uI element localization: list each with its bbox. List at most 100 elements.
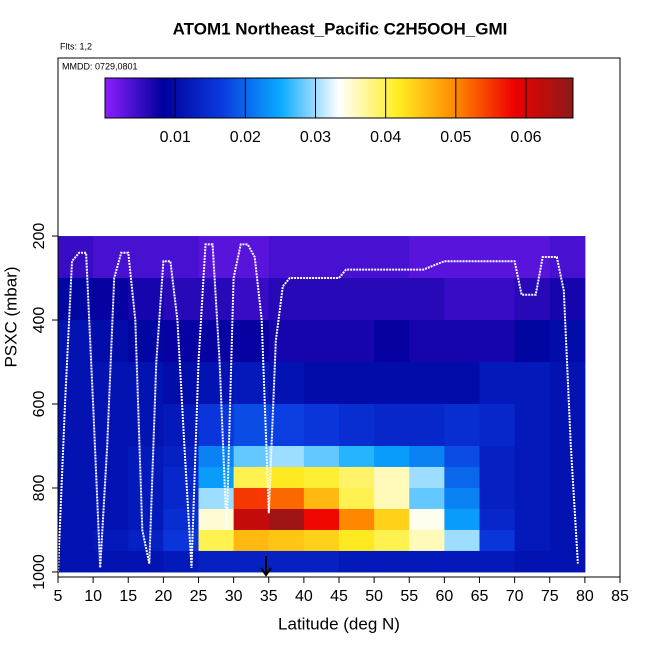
- heat-cell: [374, 550, 410, 573]
- arrow: [260, 556, 272, 577]
- heat-cell: [479, 487, 516, 510]
- heat-cell: [233, 404, 270, 447]
- colorbar-tick-label: 0.01: [160, 129, 191, 146]
- heat-cell: [479, 466, 516, 489]
- heat-cell: [58, 508, 94, 531]
- heat-cell: [93, 550, 129, 573]
- heat-cell: [58, 466, 94, 489]
- heat-cell: [479, 320, 516, 363]
- heat-cell: [444, 278, 480, 321]
- heat-cell: [163, 466, 199, 489]
- x-tick-label: 70: [506, 588, 524, 605]
- heat-cell: [128, 362, 164, 405]
- x-axis-label: Latitude (deg N): [278, 614, 400, 633]
- x-tick-label: 20: [154, 588, 172, 605]
- heat-cell: [409, 529, 445, 552]
- heat-cell: [444, 320, 480, 363]
- heat-cell: [303, 236, 340, 279]
- heat-cell: [479, 508, 516, 531]
- heat-cell: [128, 466, 164, 489]
- heat-cell: [163, 236, 199, 279]
- x-tick-label: 30: [225, 588, 243, 605]
- heat-cell: [58, 529, 94, 552]
- heat-cell: [479, 278, 516, 321]
- x-tick-label: 15: [119, 588, 137, 605]
- heat-cell: [409, 466, 445, 489]
- heat-cell: [444, 529, 480, 552]
- heat-cell: [514, 445, 551, 468]
- heat-cell: [93, 278, 129, 321]
- heat-cell: [128, 278, 164, 321]
- colorbar-tick-label: 0.02: [230, 129, 261, 146]
- heat-cell: [339, 466, 375, 489]
- heat-cell: [163, 278, 199, 321]
- heat-cell: [163, 529, 199, 552]
- y-tick-label: 1000: [31, 554, 48, 590]
- heat-cell: [339, 529, 375, 552]
- x-tick-label: 65: [471, 588, 489, 605]
- heat-cell: [198, 278, 235, 321]
- heat-cell: [549, 550, 586, 573]
- heat-cell: [479, 236, 516, 279]
- heat-cell: [339, 278, 375, 321]
- heat-cell: [549, 278, 586, 321]
- heat-cell: [93, 487, 129, 510]
- flights-label: Flts: 1,2: [60, 41, 92, 51]
- x-tick-label: 60: [435, 588, 453, 605]
- heat-cell: [128, 236, 164, 279]
- heat-cell: [479, 404, 516, 447]
- heat-cell: [268, 550, 305, 573]
- heat-cell: [374, 508, 410, 531]
- heat-cell: [128, 487, 164, 510]
- heat-cell: [268, 466, 305, 489]
- heat-cell: [128, 445, 164, 468]
- heat-cell: [514, 550, 551, 573]
- heat-cell: [128, 508, 164, 531]
- heat-cell: [268, 445, 305, 468]
- heat-cell: [514, 236, 551, 279]
- heat-cell: [339, 550, 375, 573]
- heat-cell: [409, 508, 445, 531]
- heat-cell: [58, 362, 94, 405]
- heat-cell: [128, 550, 164, 573]
- x-tick-label: 75: [541, 588, 559, 605]
- heat-cell: [514, 320, 551, 363]
- heat-cell: [233, 236, 270, 279]
- heat-cell: [268, 508, 305, 531]
- x-tick-label: 25: [190, 588, 208, 605]
- heat-cell: [514, 508, 551, 531]
- heat-cell: [444, 550, 480, 573]
- heat-cell: [198, 550, 235, 573]
- x-tick-label: 45: [330, 588, 348, 605]
- heat-cell: [409, 236, 445, 279]
- heat-cell: [374, 278, 410, 321]
- x-tick-label: 10: [84, 588, 102, 605]
- heat-cell: [198, 529, 235, 552]
- heat-cell: [163, 445, 199, 468]
- heat-cell: [233, 487, 270, 510]
- colorbar-tick-label: 0.03: [300, 129, 331, 146]
- heat-cell: [268, 487, 305, 510]
- heat-cell: [514, 404, 551, 447]
- heat-cell: [303, 445, 340, 468]
- x-tick-label: 50: [365, 588, 383, 605]
- heat-cell: [163, 508, 199, 531]
- colorbar-tick-label: 0.04: [370, 129, 401, 146]
- heat-cell: [303, 550, 340, 573]
- heat-cell: [58, 445, 94, 468]
- heat-cell: [339, 362, 375, 405]
- heat-cell: [163, 320, 199, 363]
- heat-cell: [514, 466, 551, 489]
- heat-cell: [339, 236, 375, 279]
- heat-cell: [479, 362, 516, 405]
- heat-cell: [303, 466, 340, 489]
- x-tick-label: 85: [611, 588, 629, 605]
- heat-cell: [198, 236, 235, 279]
- x-tick-label: 35: [260, 588, 278, 605]
- flight-track: [57, 243, 579, 573]
- heat-cell: [549, 404, 586, 447]
- heat-cell: [233, 508, 270, 531]
- heat-cell: [303, 362, 340, 405]
- heat-cell: [479, 550, 516, 573]
